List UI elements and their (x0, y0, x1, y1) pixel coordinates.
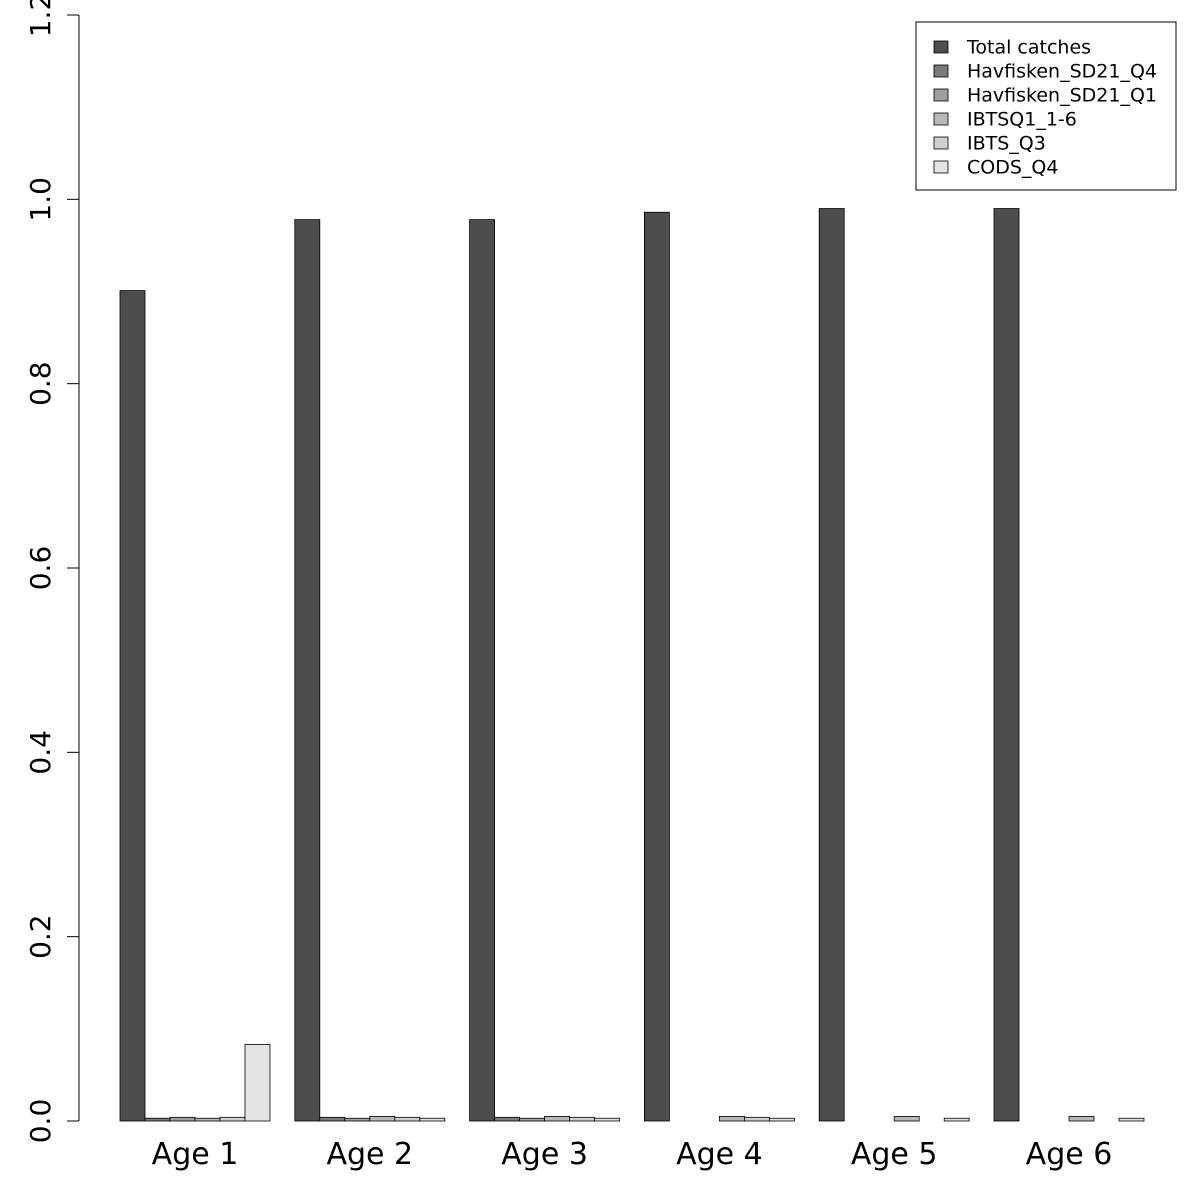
bar (1118, 1117, 1145, 1122)
bar (469, 219, 496, 1122)
bar-group (644, 211, 795, 1122)
bar (369, 1115, 396, 1122)
bar (818, 208, 845, 1122)
bar (244, 1044, 271, 1122)
legend: Total catchesHavfisken_SD21_Q4Havfisken_… (915, 21, 1177, 191)
legend-swatch (933, 136, 949, 150)
x-tick-label: Age 4 (676, 1137, 763, 1172)
y-tick-label: 0.4 (24, 730, 57, 775)
bar (294, 219, 321, 1122)
bar (219, 1116, 246, 1122)
bar-group (119, 290, 271, 1122)
bar (1068, 1115, 1095, 1122)
x-tick-label: Age 1 (152, 1137, 239, 1172)
bar (194, 1117, 221, 1122)
legend-swatch (933, 160, 949, 174)
legend-label: Havfisken_SD21_Q1 (967, 85, 1157, 107)
x-tick-label: Age 6 (1026, 1137, 1113, 1172)
bar-group (818, 208, 970, 1122)
x-axis-labels: Age 1 Age 2 Age 3 Age 4 Age 5 Age 6 (152, 1137, 1113, 1172)
bar (419, 1117, 446, 1122)
x-tick-label: Age 3 (501, 1137, 588, 1172)
bar (119, 290, 146, 1122)
legend-label: IBTSQ1_1-6 (967, 109, 1077, 131)
bar (519, 1117, 545, 1122)
bar (943, 1117, 970, 1122)
y-axis-ticks: 0.0 0.2 0.4 0.6 0.8 1.0 1.2 (24, 0, 79, 1143)
legend-swatch (933, 40, 949, 54)
bar-group (993, 208, 1145, 1122)
y-tick-label: 0.2 (24, 914, 57, 959)
legend-label: Havfisken_SD21_Q4 (967, 61, 1157, 83)
bar (544, 1115, 570, 1122)
bar (893, 1115, 920, 1122)
bar (769, 1117, 795, 1122)
bar-group (469, 219, 620, 1122)
bar (144, 1117, 171, 1122)
x-tick-label: Age 2 (326, 1137, 413, 1172)
y-tick-label: 0.6 (24, 546, 57, 591)
legend-label: IBTS_Q3 (967, 133, 1046, 155)
bar (744, 1116, 770, 1122)
legend-label: CODS_Q4 (967, 157, 1058, 179)
bar (169, 1116, 196, 1122)
bar (594, 1117, 620, 1122)
bar-group (294, 219, 446, 1122)
y-tick-label: 1.0 (24, 177, 57, 222)
y-tick-label: 1.2 (24, 0, 57, 37)
bar (993, 208, 1020, 1122)
bar (344, 1117, 371, 1122)
legend-swatch (933, 112, 949, 126)
bar (644, 211, 670, 1122)
bar (719, 1115, 745, 1122)
bar (494, 1116, 521, 1122)
legend-swatch (933, 64, 949, 78)
y-tick-label: 0.0 (24, 1099, 57, 1144)
y-tick-label: 0.8 (24, 361, 57, 406)
x-tick-label: Age 5 (851, 1137, 938, 1172)
legend-items: Total catchesHavfisken_SD21_Q4Havfisken_… (933, 37, 1157, 179)
bar (319, 1116, 346, 1122)
bar (569, 1116, 595, 1122)
bar (394, 1116, 421, 1122)
legend-swatch (933, 88, 949, 102)
bar-groups (119, 208, 1145, 1122)
legend-label: Total catches (966, 37, 1091, 59)
legend-box (915, 21, 1177, 191)
